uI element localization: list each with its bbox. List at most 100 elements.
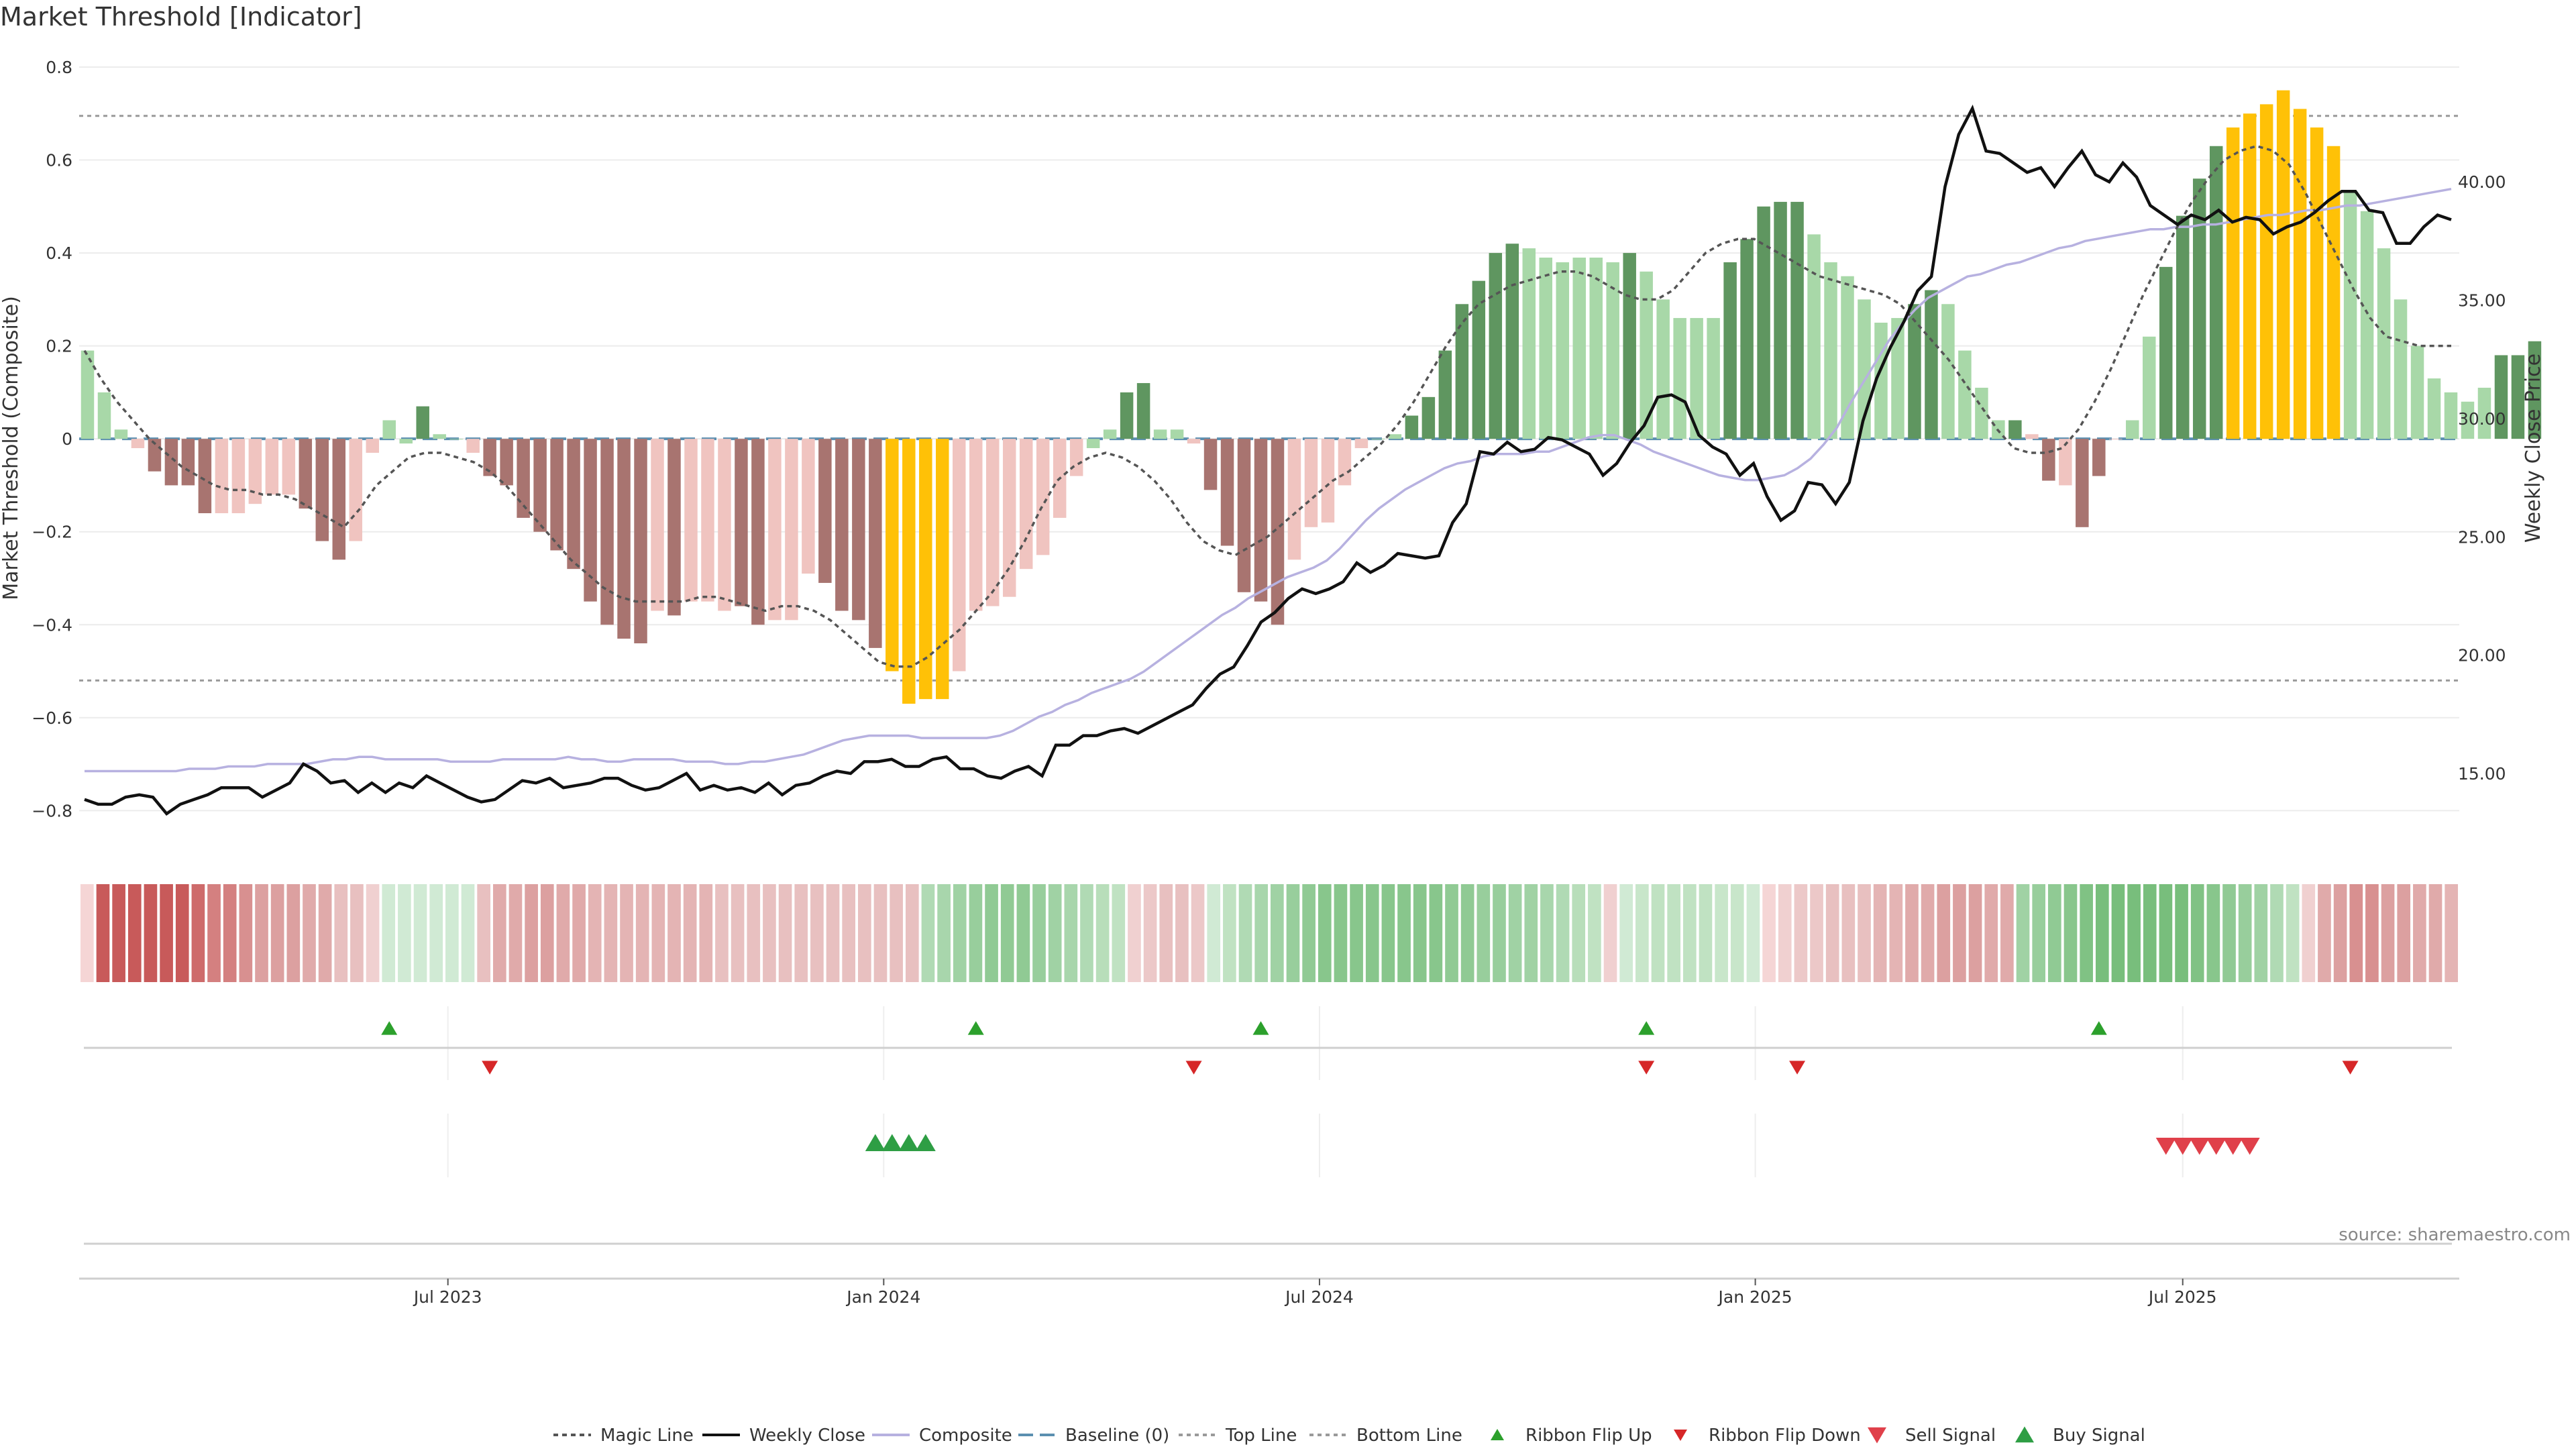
ribbon-cell xyxy=(1715,884,1728,982)
legend-label: Ribbon Flip Up xyxy=(1525,1426,1652,1446)
composite-bar xyxy=(198,439,212,514)
ribbon-cell xyxy=(2318,884,2331,982)
ribbon-cell xyxy=(1143,884,1157,982)
composite-bar xyxy=(1170,429,1184,439)
ribbon-cell xyxy=(1730,884,1744,982)
ribbon-cell xyxy=(715,884,729,982)
ribbon-cell xyxy=(2302,884,2316,982)
composite-bar xyxy=(483,439,496,476)
ribbon-cell xyxy=(1841,884,1856,982)
ribbon-cell xyxy=(508,884,523,982)
legend-label: Top Line xyxy=(1225,1426,1297,1446)
ribbon-cell xyxy=(1048,884,1062,982)
ribbon-cell xyxy=(1493,884,1506,982)
composite-bar xyxy=(1824,262,1837,439)
composite-bar xyxy=(1187,439,1201,444)
ribbon-flip-down-marker xyxy=(1789,1061,1806,1075)
composite-bar xyxy=(366,439,379,453)
composite-bar xyxy=(1019,439,1033,570)
ribbon-cell xyxy=(747,884,761,982)
composite-bar xyxy=(718,439,731,611)
ribbon-cell xyxy=(334,884,348,982)
sell-signal-marker xyxy=(2206,1138,2226,1155)
legend-label: Magic Line xyxy=(600,1426,694,1446)
composite-bar xyxy=(1505,244,1519,439)
ribbon-cell xyxy=(905,884,919,982)
ribbon-cell xyxy=(2206,884,2220,982)
composite-bar xyxy=(265,439,279,495)
composite-bar xyxy=(584,439,597,602)
ribbon-cell xyxy=(635,884,649,982)
left-tick-label: 0 xyxy=(62,429,72,449)
x-tick-label: Jul 2023 xyxy=(413,1287,482,1307)
composite-bar xyxy=(416,406,429,439)
composite-bar xyxy=(936,439,949,700)
ribbon-cell xyxy=(2397,884,2411,982)
composite-bar xyxy=(433,434,446,439)
ribbon-cell xyxy=(2000,884,2014,982)
ribbon-cell xyxy=(1318,884,1332,982)
composite-bar xyxy=(1975,387,1988,439)
ribbon-cell xyxy=(445,884,459,982)
legend-label: Sell Signal xyxy=(1905,1426,1996,1446)
ribbon-cell xyxy=(1968,884,1982,982)
composite-bar xyxy=(1220,439,1234,546)
ribbon-cell xyxy=(1810,884,1823,982)
composite-bar xyxy=(1606,262,1619,439)
left-tick-label: −0.2 xyxy=(32,523,72,542)
ribbon-cell xyxy=(1524,884,1538,982)
sell-signal-marker xyxy=(2189,1138,2210,1155)
ribbon-cell xyxy=(778,884,792,982)
composite-bar xyxy=(1790,201,1804,439)
ribbon-cell xyxy=(1619,884,1633,982)
composite-bar xyxy=(2259,104,2273,439)
composite-bar xyxy=(2008,420,2022,439)
left-axis-ticks: 0.8 0.6 0.4 0.2 0 −0.2 −0.4 −0.6 −0.8 xyxy=(32,58,72,820)
sell-signal-marker xyxy=(2222,1138,2243,1155)
right-tick-label: 15.00 xyxy=(2458,764,2506,784)
ribbon-cell xyxy=(1556,884,1570,982)
composite-bar xyxy=(466,439,480,453)
ribbon-cell xyxy=(2159,884,2173,982)
ribbon-cell xyxy=(286,884,301,982)
ribbon-cell xyxy=(1540,884,1554,982)
buy-signal-marker xyxy=(865,1134,885,1151)
ribbon-cell xyxy=(2365,884,2379,982)
ribbon-cell xyxy=(842,884,856,982)
ribbon-cell xyxy=(2270,884,2284,982)
ribbon-cell xyxy=(2349,884,2363,982)
ribbon-cell xyxy=(890,884,903,982)
composite-bar xyxy=(1120,392,1134,439)
ribbon-cell xyxy=(810,884,824,982)
composite-bar xyxy=(818,439,832,583)
ribbon-cell xyxy=(1572,884,1586,982)
ribbon-cell xyxy=(1778,884,1792,982)
composite-bar xyxy=(1338,439,1352,486)
composite-bar xyxy=(1036,439,1050,555)
composite-bar xyxy=(1287,439,1301,560)
ribbon-cell xyxy=(1445,884,1458,982)
ribbon-cell xyxy=(1350,884,1363,982)
composite-bar xyxy=(1086,439,1100,449)
composite-bar xyxy=(1455,304,1469,439)
ribbon-cell xyxy=(1365,884,1379,982)
composite-bar xyxy=(919,439,932,700)
composite-bar xyxy=(114,429,128,439)
ribbon-cell xyxy=(1191,884,1205,982)
legend-swatch xyxy=(2015,1426,2034,1443)
composite-bar xyxy=(2326,146,2341,439)
composite-bar xyxy=(1874,323,1888,439)
composite-bar xyxy=(1421,396,1436,439)
legend-label: Bottom Line xyxy=(1356,1426,1462,1446)
chart-title: Market Threshold [Indicator] xyxy=(0,2,362,32)
composite-bar xyxy=(2243,113,2257,439)
ribbon-cell xyxy=(651,884,665,982)
composite-bar xyxy=(500,439,513,486)
composite-bar xyxy=(1304,439,1318,527)
composite-bar xyxy=(2477,387,2491,439)
composite-bar xyxy=(885,439,899,672)
ribbon-cell xyxy=(763,884,776,982)
ribbon-cell xyxy=(1508,884,1522,982)
composite-bar xyxy=(2410,345,2424,439)
ribbon-cell xyxy=(175,884,189,982)
